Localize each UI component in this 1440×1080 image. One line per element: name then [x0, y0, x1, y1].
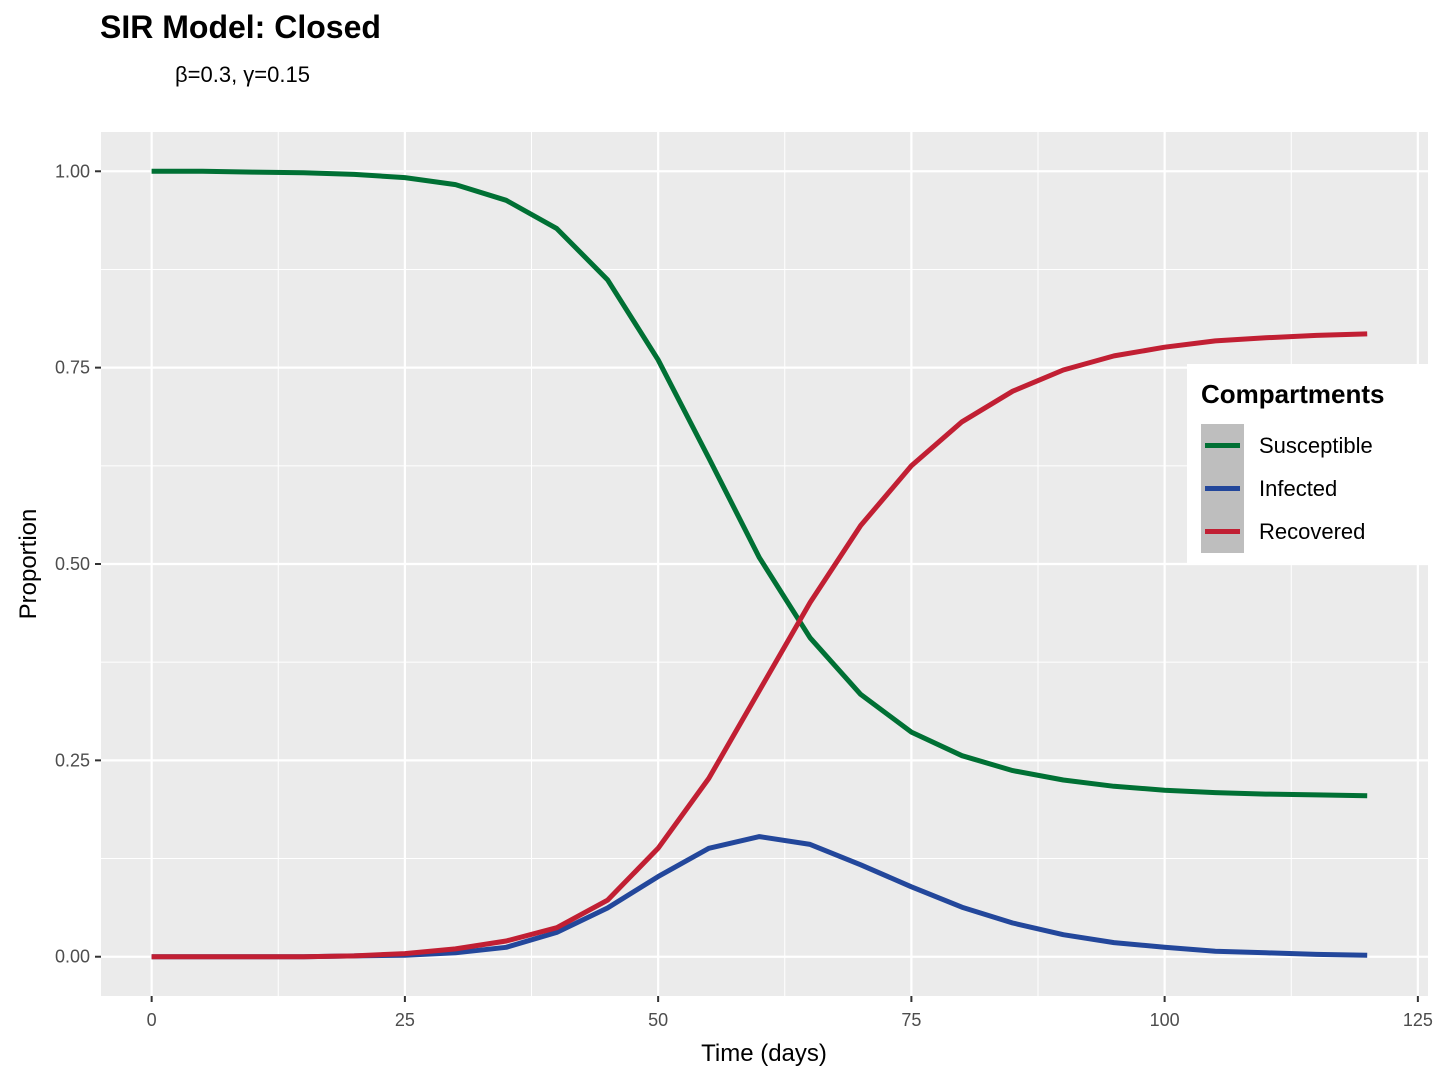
y-axis-title: Proportion — [15, 509, 42, 620]
legend-title: Compartments — [1201, 379, 1384, 409]
x-axis-title: Time (days) — [701, 1040, 827, 1067]
y-tick-label: 1.00 — [55, 161, 90, 181]
y-tick-label: 0.00 — [55, 947, 90, 967]
y-tick-label: 0.75 — [55, 358, 90, 378]
x-tick-label: 75 — [901, 1010, 921, 1030]
legend-label-susceptible: Susceptible — [1259, 433, 1373, 458]
x-tick-label: 0 — [147, 1010, 157, 1030]
legend-label-infected: Infected — [1259, 476, 1337, 501]
x-tick-label: 25 — [395, 1010, 415, 1030]
legend: Compartments Susceptible Infected Recovere… — [1187, 364, 1432, 564]
chart-subtitle: β=0.3, γ=0.15 — [175, 62, 310, 87]
legend-label-recovered: Recovered — [1259, 519, 1365, 544]
y-tick-label: 0.25 — [55, 750, 90, 770]
x-tick-label: 50 — [648, 1010, 668, 1030]
y-tick-label: 0.50 — [55, 554, 90, 574]
chart-title: SIR Model: Closed — [100, 9, 381, 45]
x-tick-label: 100 — [1150, 1010, 1180, 1030]
x-tick-label: 125 — [1403, 1010, 1433, 1030]
